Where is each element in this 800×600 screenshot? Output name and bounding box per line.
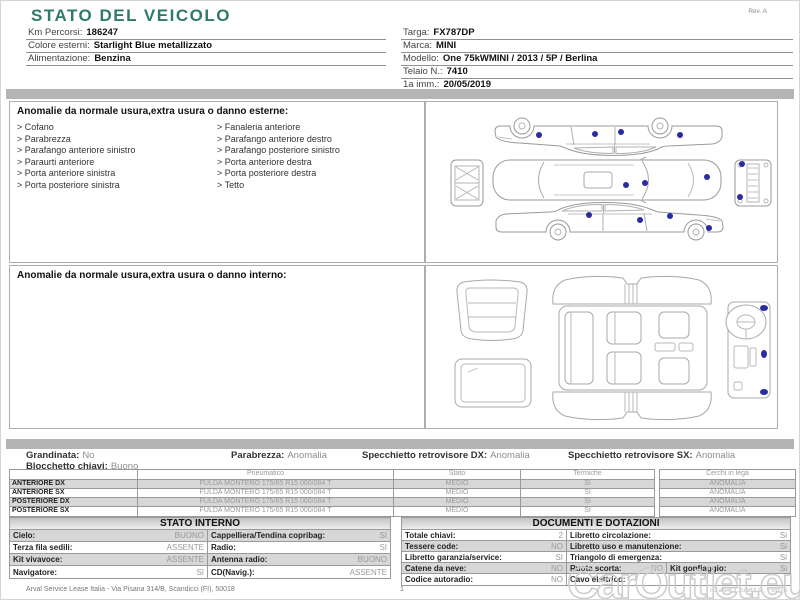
car-exterior-views-drawing — [450, 117, 772, 241]
cerchi-value: ANOMALIA — [660, 498, 795, 507]
anomaly-column-2: Fanaleria anteriore Parafango anteriore … — [217, 122, 417, 191]
field-modello: Modello: One 75kWMINI / 2013 / 5P / Berl… — [401, 53, 793, 66]
footer-company: Arval Service Lease Italia - Via Pisana … — [26, 586, 235, 593]
field-telaio: Telaio N.: 7410 — [401, 66, 793, 79]
table-row: Cielo: BUONO Cappelliera/Tendina copribag… — [10, 530, 390, 542]
anomaly-item: Parafango anteriore sinistro — [17, 145, 217, 157]
separator-band — [6, 439, 794, 449]
anomaly-item: Paraurti anteriore — [17, 157, 217, 169]
stato-interno-title: STATO INTERNO — [10, 518, 390, 530]
field-targa: Targa: FX787DP — [401, 27, 793, 40]
vehicle-info-left: Km Percorsi: 186247 Colore esterni: Star… — [26, 27, 386, 66]
car-interior-views-drawing — [454, 275, 771, 421]
col-stato: Stato — [394, 470, 521, 480]
tire-table: Pneumatico Stato Termiche ANTERIORE DX F… — [9, 469, 796, 517]
vehicle-info-right: Targa: FX787DP Marca: MINI Modello: One … — [401, 27, 793, 92]
field-label: Modello: — [403, 53, 439, 64]
col-termiche: Termiche — [521, 470, 654, 480]
field-value: One 75kWMINI / 2013 / 5P / Berlina — [442, 53, 598, 64]
footer-page-number: 1 — [400, 586, 404, 593]
table-row: Tessere code: NO Libretto uso e manutenzi… — [402, 541, 790, 552]
field-km-percorsi: Km Percorsi: 186247 — [26, 27, 386, 40]
damage-markers — [536, 129, 745, 231]
table-row: Terza fila sedili: ASSENTE Radio: SI — [10, 542, 390, 554]
field-label: Colore esterni: — [28, 40, 90, 51]
anomaly-item: Cofano — [17, 122, 217, 134]
cerchi-value: ANOMALIA — [660, 480, 795, 489]
anomaly-column-1: Cofano Parabrezza Parafango anteriore si… — [17, 122, 217, 191]
tire-row: ANTERIORE SX FULDA MONTERO 175/65 R15 00… — [10, 489, 654, 498]
summary-blocchetto-chiavi: Blocchetto chiavi: Buono — [26, 461, 139, 472]
tire-row: POSTERIORE DX FULDA MONTERO 175/65 R15 0… — [10, 498, 654, 507]
field-label: Targa: — [403, 27, 430, 38]
table-row: Codice autoradio: NO Cavo elettrico: — [402, 574, 790, 585]
tire-table-main: Pneumatico Stato Termiche ANTERIORE DX F… — [9, 469, 655, 517]
field-value: 186247 — [86, 27, 119, 38]
anomaly-item: Parabrezza — [17, 134, 217, 146]
tire-row: POSTERIORE SX FULDA MONTERO 175/65 R15 0… — [12, 507, 591, 516]
condition-summary: Grandinata: No Parabrezza: Anomalia Specch… — [26, 450, 792, 472]
summary-grandinata: Grandinata: No — [26, 450, 95, 461]
field-alimentazione: Alimentazione: Benzina — [26, 53, 386, 66]
anomaly-item: Porta anteriore sinistra — [17, 168, 217, 180]
interior-anomalies-heading: Anomalie da normale usura,extra usura o … — [17, 270, 287, 281]
cerchi-value: ANOMALIA — [660, 489, 795, 498]
summary-parabrezza: Parabrezza: Anomalia — [231, 450, 327, 461]
anomaly-item: Porta posteriore destra — [217, 168, 417, 180]
field-label: Marca: — [403, 40, 433, 51]
table-row: Libretto garanzia/service: SI Triangolo d… — [402, 552, 790, 563]
tire-table-cerchi: Cerchi in lega ANOMALIA ANOMALIA ANOMALI… — [659, 469, 796, 517]
summary-specchietto-sx: Specchietto retrovisore SX: Anomalia — [568, 450, 736, 461]
field-value: MINI — [436, 40, 457, 51]
tire-table-header: Pneumatico Stato Termiche — [10, 470, 654, 480]
field-colore-esterni: Colore esterni: Starlight Blue metallizz… — [26, 40, 386, 53]
field-value: 20/05/2019 — [443, 79, 491, 90]
field-value: Benzina — [94, 53, 131, 64]
summary-specchietto-dx: Specchietto retrovisore DX: Anomalia — [362, 450, 530, 461]
field-label: Alimentazione: — [28, 53, 91, 64]
page-title: STATO DEL VEICOLO — [31, 6, 231, 25]
revision-label: Rev. A — [748, 8, 767, 15]
documenti-dotazioni-table: DOCUMENTI E DOTAZIONI Totale chiavi: 2 Li… — [401, 517, 791, 586]
field-value: FX787DP — [433, 27, 475, 38]
table-row: Kit vivavoce: ASSENTE Antenna radio: BUONO — [10, 554, 390, 566]
footer-id-text: ID:aN4Ci 2ua63.9 , Fx/87u — [710, 587, 787, 594]
separator-band — [6, 89, 794, 99]
anomaly-item: Parafango anteriore destro — [217, 134, 417, 146]
exterior-anomalies-heading: Anomalie da normale usura,extra usura o … — [17, 106, 289, 117]
anomaly-item: Fanaleria anteriore — [217, 122, 417, 134]
field-label: Km Percorsi: — [28, 27, 83, 38]
col-pneumatico: Pneumatico — [138, 470, 394, 480]
col-cerchi: Cerchi in lega — [660, 470, 795, 480]
watermark-caroutlet: CarOutlet.eu — [566, 558, 800, 600]
table-row: Navigatore: SI CD(Navig.): ASSENTE — [10, 566, 390, 578]
anomaly-item: Porta posteriore sinistra — [17, 180, 217, 192]
field-marca: Marca: MINI — [401, 40, 793, 53]
exterior-damage-diagram — [425, 101, 778, 263]
field-label: Telaio N.: — [403, 66, 443, 77]
interior-anomalies-box: Anomalie da normale usura,extra usura o … — [9, 265, 425, 429]
exterior-anomalies-list: Cofano Parabrezza Parafango anteriore si… — [17, 122, 417, 191]
table-row: Totale chiavi: 2 Libretto circolazione: Si — [402, 530, 790, 541]
anomaly-item: Tetto — [217, 180, 417, 192]
documenti-title: DOCUMENTI E DOTAZIONI — [402, 518, 790, 530]
anomaly-item: Porta anteriore destra — [217, 157, 417, 169]
cerchi-value: ANOMALIA — [709, 507, 746, 514]
stato-interno-table: STATO INTERNO Cielo: BUONO Cappelliera/Te… — [9, 517, 391, 579]
interior-damage-diagram — [425, 265, 778, 429]
table-row: Catene da neve: NO Ruota scorta: NO Kit go… — [402, 563, 790, 574]
anomaly-item: Parafango posteriore sinistro — [217, 145, 417, 157]
exterior-anomalies-box: Anomalie da normale usura,extra usura o … — [9, 101, 425, 263]
tire-row: ANTERIORE DX FULDA MONTERO 175/65 R15 00… — [10, 480, 654, 489]
field-value: Starlight Blue metallizzato — [93, 40, 213, 51]
field-value: 7410 — [446, 66, 468, 77]
field-label: 1a imm.: — [403, 79, 440, 90]
